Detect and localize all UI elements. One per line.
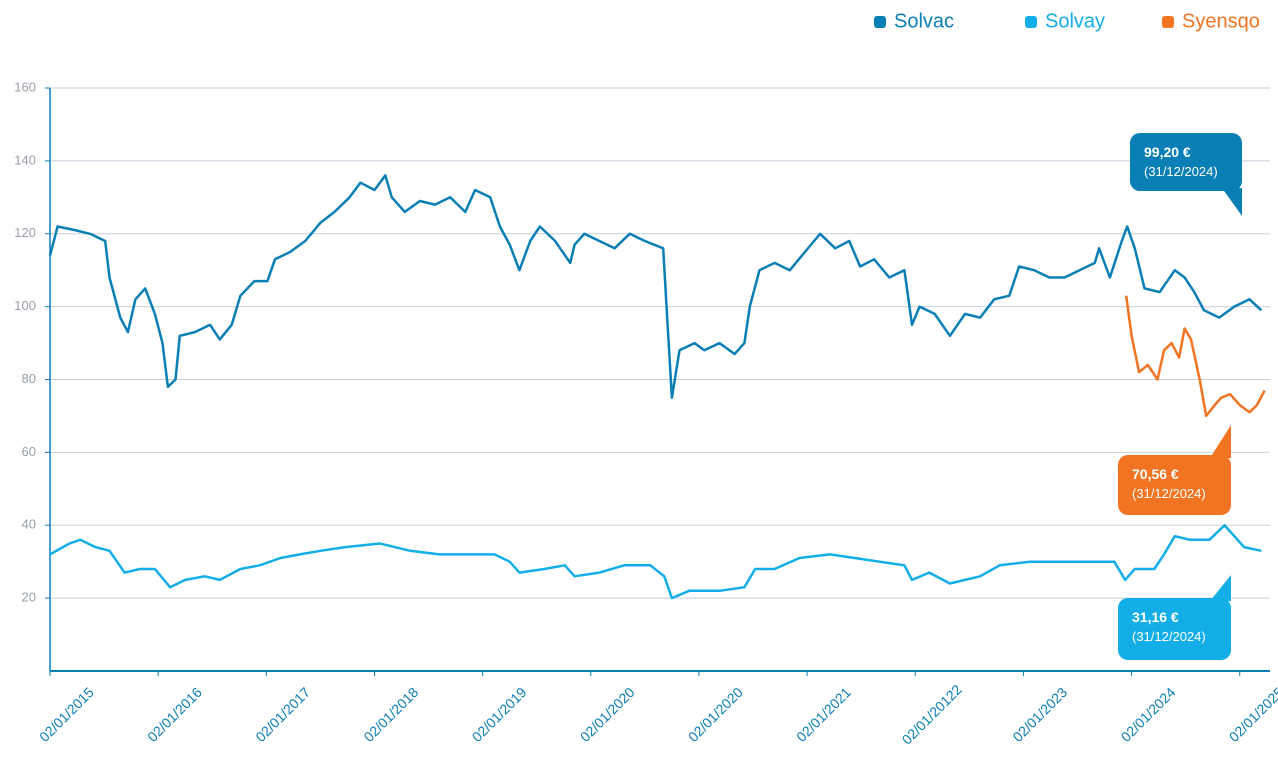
x-tick-label: 02/01/2016 (144, 684, 205, 745)
line-series (48, 174, 1263, 399)
y-tick-label: 140 (14, 152, 36, 167)
callout-value: 31,16 € (1132, 609, 1179, 625)
x-tick-label: 02/01/2020 (577, 684, 638, 745)
callout-box (1130, 133, 1242, 191)
callout-tail (1210, 425, 1231, 458)
callout-date: (31/12/2024) (1144, 164, 1218, 179)
legend-swatch (1025, 16, 1037, 28)
x-tick-label: 02/01/2017 (252, 684, 313, 745)
legend-label: Syensqo (1182, 10, 1260, 32)
legend-label: Solvay (1045, 10, 1105, 32)
line-series (49, 524, 1262, 600)
x-tick-label: 02/01/2021 (793, 684, 854, 745)
callout-date: (31/12/2024) (1132, 629, 1206, 644)
legend-swatch (874, 16, 886, 28)
callout-tail (1222, 188, 1242, 216)
y-tick-label: 100 (14, 298, 36, 313)
y-tick-label: 40 (22, 517, 36, 532)
x-tick-label: 02/01/2020 (685, 684, 746, 745)
x-tick-label: 02/01/2025 (1226, 684, 1278, 745)
x-tick-label: 02/01/2024 (1118, 684, 1179, 745)
x-tick-label: 02/01/2015 (36, 684, 97, 745)
x-tick-label: 02/01/20122 (899, 681, 966, 748)
x-tick-label: 02/01/2023 (1009, 684, 1070, 745)
callout-date: (31/12/2024) (1132, 486, 1206, 501)
line-series (1124, 295, 1266, 418)
legend-swatch (1162, 16, 1174, 28)
y-tick-label: 120 (14, 225, 36, 240)
y-tick-label: 20 (22, 590, 36, 605)
callout-box (1118, 598, 1231, 660)
callout-value: 99,20 € (1144, 144, 1191, 160)
x-tick-label: 02/01/2018 (360, 684, 421, 745)
y-tick-label: 160 (14, 79, 36, 94)
callout-value: 70,56 € (1132, 466, 1179, 482)
callout-tail (1210, 575, 1231, 601)
callout-box (1118, 455, 1231, 515)
x-tick-label: 02/01/2019 (469, 684, 530, 745)
legend-label: Solvac (894, 10, 954, 32)
y-tick-label: 80 (22, 371, 36, 386)
y-tick-label: 60 (22, 444, 36, 459)
